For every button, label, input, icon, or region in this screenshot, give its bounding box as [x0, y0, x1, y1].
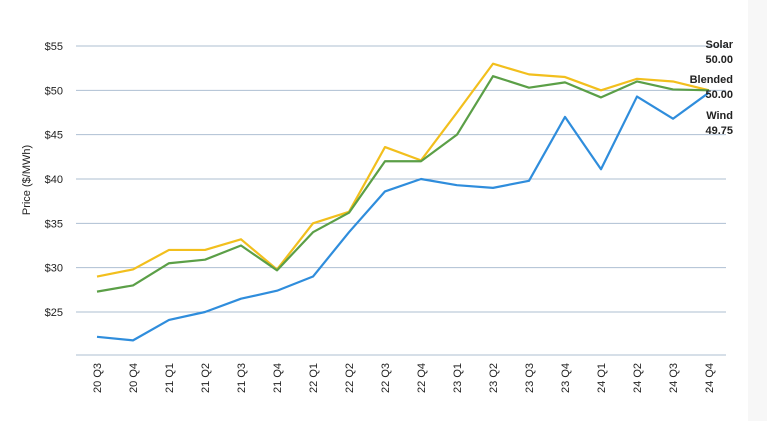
y-axis: $25 $30 $35 $40 $45 $50 $55	[45, 41, 63, 319]
x-tick-label: 24 Q4	[704, 363, 716, 393]
x-axis: 20 Q3 20 Q4 21 Q1 21 Q2 21 Q3 21 Q4 22 Q1 22 Q2…	[92, 363, 716, 393]
x-tick-label: 24 Q1	[596, 363, 608, 393]
y-tick-label: $40	[45, 174, 63, 186]
x-tick-label: 24 Q2	[632, 363, 644, 393]
series-line-solar	[96, 62, 710, 278]
x-tick-label: 23 Q1	[452, 363, 464, 393]
y-tick-label: $50	[45, 85, 63, 97]
end-label-name: Blended	[690, 74, 733, 86]
x-tick-label: 23 Q3	[524, 363, 536, 393]
series-line-wind	[96, 91, 710, 342]
y-tick-label: $35	[45, 218, 63, 230]
x-tick-label: 22 Q4	[416, 363, 428, 393]
chart-card: $25 $30 $35 $40 $45 $50 $55 20 Q3 20 Q4 21 Q1 21 …	[21, 39, 734, 393]
gridlines	[76, 45, 726, 356]
x-tick-label: 21 Q3	[236, 363, 248, 393]
end-label-value: 50.00	[705, 89, 733, 101]
series-line-blended	[96, 75, 710, 293]
x-tick-label: 24 Q3	[668, 363, 680, 393]
x-tick-label: 21 Q1	[164, 363, 176, 393]
end-label-name: Wind	[706, 110, 733, 122]
x-tick-label: 20 Q4	[128, 363, 140, 393]
x-tick-label: 21 Q2	[200, 363, 212, 393]
x-tick-label: 22 Q3	[380, 363, 392, 393]
end-label-name: Solar	[705, 39, 733, 51]
x-tick-label: 23 Q4	[560, 363, 572, 393]
y-tick-label: $55	[45, 41, 63, 53]
x-tick-label: 20 Q3	[92, 363, 104, 393]
line-chart: $25 $30 $35 $40 $45 $50 $55 20 Q3 20 Q4 21 Q1 21 …	[21, 39, 734, 393]
end-label-value: 49.75	[705, 125, 733, 137]
y-tick-label: $25	[45, 307, 63, 319]
series-lines	[96, 62, 710, 342]
y-axis-label: Price ($/MWh)	[21, 145, 33, 215]
x-tick-label: 23 Q2	[488, 363, 500, 393]
x-tick-label: 22 Q2	[344, 363, 356, 393]
end-label-value: 50.00	[705, 54, 733, 66]
end-labels: Solar 50.00 Blended 50.00 Wind 49.75	[690, 39, 734, 137]
y-tick-label: $45	[45, 130, 63, 142]
x-tick-label: 21 Q4	[272, 363, 284, 393]
x-tick-label: 22 Q1	[308, 363, 320, 393]
y-tick-label: $30	[45, 263, 63, 275]
